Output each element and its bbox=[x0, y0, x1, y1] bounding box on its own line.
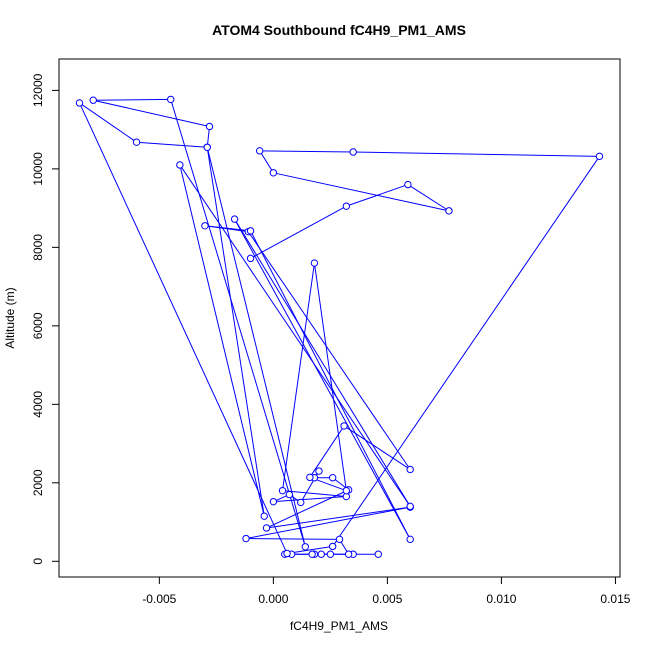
series-segment bbox=[245, 538, 340, 540]
series-points bbox=[75, 95, 604, 558]
series-segment bbox=[245, 506, 411, 540]
series-segment bbox=[407, 184, 450, 212]
data-point bbox=[328, 542, 337, 551]
data-point bbox=[317, 550, 325, 558]
y-tick-label: 0 bbox=[31, 558, 45, 565]
x-tick-label: 0.015 bbox=[600, 592, 630, 606]
data-point bbox=[230, 215, 239, 223]
series-segment bbox=[170, 99, 306, 547]
data-point bbox=[283, 549, 291, 558]
data-point bbox=[301, 543, 309, 551]
series-segment bbox=[309, 425, 345, 478]
data-point bbox=[445, 207, 453, 215]
data-point bbox=[176, 161, 184, 169]
series-segment bbox=[206, 147, 306, 547]
data-point bbox=[406, 535, 414, 544]
x-tick-label: -0.005 bbox=[142, 592, 176, 606]
series-lines bbox=[79, 98, 600, 555]
data-point bbox=[246, 254, 255, 263]
data-point bbox=[269, 497, 278, 506]
series-segment bbox=[250, 205, 347, 259]
y-tick-label: 8000 bbox=[31, 234, 45, 261]
x-tick-label: 0.000 bbox=[258, 592, 288, 606]
y-tick-label: 12000 bbox=[31, 73, 45, 107]
data-point bbox=[342, 486, 351, 495]
chart-title: ATOM4 Southbound fC4H9_PM1_AMS bbox=[212, 22, 466, 38]
series-segment bbox=[332, 156, 600, 547]
data-point bbox=[306, 473, 314, 482]
data-point bbox=[262, 524, 271, 532]
data-point bbox=[132, 138, 141, 146]
data-point bbox=[335, 535, 344, 544]
series-segment bbox=[353, 151, 600, 157]
data-point bbox=[297, 498, 305, 507]
data-point bbox=[167, 95, 175, 104]
series-segment bbox=[93, 99, 210, 127]
data-point bbox=[406, 465, 414, 474]
series-segment bbox=[93, 98, 171, 101]
data-point bbox=[201, 222, 209, 230]
data-point bbox=[344, 550, 353, 558]
y-axis-label: Altitude (m) bbox=[3, 287, 17, 348]
data-point bbox=[374, 550, 382, 558]
series-segment bbox=[179, 164, 265, 517]
data-point bbox=[205, 122, 214, 131]
series-segment bbox=[282, 490, 347, 498]
y-tick-label: 10000 bbox=[31, 152, 45, 186]
data-point bbox=[75, 99, 84, 107]
x-axis-label: fC4H9_PM1_AMS bbox=[290, 619, 388, 633]
x-tick-label: 0.010 bbox=[486, 592, 516, 606]
data-point bbox=[308, 550, 316, 558]
data-point bbox=[260, 512, 268, 520]
series-segment bbox=[79, 102, 137, 143]
series-segment bbox=[234, 218, 411, 540]
data-point bbox=[340, 422, 348, 430]
data-point bbox=[269, 169, 278, 177]
y-tick-label: 2000 bbox=[31, 469, 45, 496]
data-point bbox=[285, 490, 294, 499]
series-segment bbox=[259, 150, 354, 153]
data-point bbox=[255, 147, 264, 155]
data-point bbox=[349, 148, 357, 156]
series-segment bbox=[281, 262, 315, 491]
data-point bbox=[328, 474, 337, 482]
series-segment bbox=[266, 506, 411, 529]
series-segment bbox=[266, 489, 349, 529]
data-point bbox=[326, 550, 335, 558]
data-point bbox=[203, 143, 211, 151]
series-segment bbox=[204, 225, 251, 232]
x-axis: -0.005 0.000 0.005 0.010 0.015 bbox=[142, 576, 631, 606]
data-point bbox=[278, 486, 287, 495]
series-segment bbox=[250, 230, 411, 540]
x-tick-label: 0.005 bbox=[372, 592, 402, 606]
y-tick-label: 4000 bbox=[31, 391, 45, 418]
series-segment bbox=[247, 231, 411, 470]
data-point bbox=[310, 259, 319, 267]
series-segment bbox=[79, 102, 288, 554]
series-segment bbox=[259, 150, 274, 174]
data-point bbox=[406, 502, 414, 511]
data-point bbox=[246, 227, 255, 235]
data-point bbox=[89, 96, 97, 104]
series-segment bbox=[273, 496, 347, 503]
series-segment bbox=[346, 184, 409, 207]
y-axis: 0 2000 4000 6000 8000 10000 12000 bbox=[31, 73, 60, 565]
series-segment bbox=[206, 147, 265, 517]
series-segment bbox=[273, 172, 450, 212]
series-segment bbox=[234, 218, 411, 507]
data-point bbox=[242, 534, 250, 543]
data-point bbox=[342, 202, 351, 210]
data-point bbox=[404, 180, 412, 189]
data-point bbox=[595, 152, 604, 161]
series-segment bbox=[313, 262, 347, 491]
y-tick-label: 6000 bbox=[31, 312, 45, 339]
data-point bbox=[315, 467, 323, 475]
series-segment bbox=[136, 141, 208, 148]
